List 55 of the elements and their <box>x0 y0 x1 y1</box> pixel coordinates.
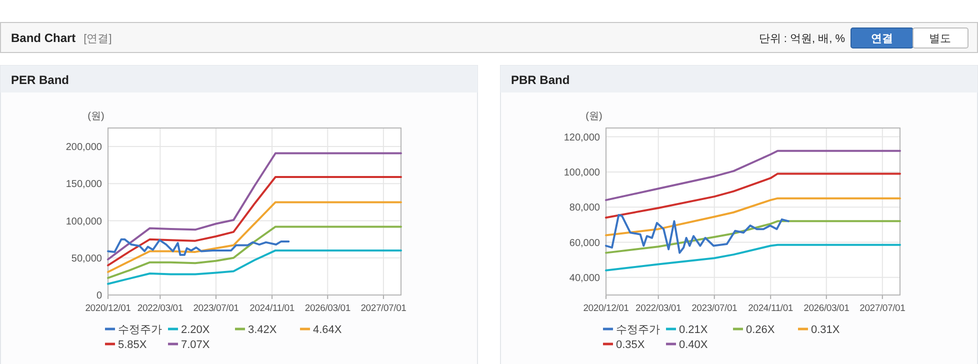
y-tick-label: 100,000 <box>66 216 102 228</box>
legend-label: 0.26X <box>746 324 776 336</box>
legend-label: 0.35X <box>616 339 646 351</box>
x-tick-label: 2020/12/01 <box>583 303 629 314</box>
y-tick-label: 60,000 <box>569 238 600 249</box>
x-tick-label: 2022/03/01 <box>636 303 682 314</box>
y-tick-label: 0 <box>96 290 102 302</box>
y-axis-title: (원) <box>88 111 104 122</box>
chart-title: PER Band <box>11 73 70 87</box>
line-series <box>605 172 901 219</box>
x-tick-label: 2026/03/01 <box>804 303 850 314</box>
line-series <box>605 197 901 236</box>
legend-label: 0.40X <box>679 339 708 351</box>
text: [연결] <box>84 33 112 45</box>
legend-label: 2.20X <box>181 324 210 336</box>
x-tick-label: 2024/11/01 <box>250 303 294 314</box>
legend-label: 4.64X <box>313 324 342 336</box>
line-series <box>107 249 402 285</box>
y-tick-label: 150,000 <box>66 179 102 190</box>
legend-label: 7.07X <box>181 339 210 351</box>
text: 단위 : 억원, 배, % <box>758 33 846 45</box>
y-tick-label: 120,000 <box>564 132 600 144</box>
line-series <box>107 201 402 273</box>
line-series <box>605 220 901 254</box>
y-tick-label: 50,000 <box>71 253 102 264</box>
legend-label: 수정주가 <box>616 324 660 336</box>
y-tick-label: 40,000 <box>569 272 600 284</box>
line-series <box>605 244 901 272</box>
chart-title: PBR Band <box>511 73 570 87</box>
y-tick-label: 200,000 <box>66 142 102 154</box>
x-tick-label: 2023/07/01 <box>692 303 738 314</box>
y-tick-label: 80,000 <box>569 202 600 214</box>
x-tick-label: 2023/07/01 <box>193 303 239 314</box>
line-series <box>605 214 790 254</box>
line-series <box>107 238 290 256</box>
x-tick-label: 2024/11/01 <box>748 303 794 314</box>
legend-label: 0.21X <box>679 324 708 336</box>
line-series <box>107 176 402 266</box>
line-series <box>605 150 901 202</box>
text: 별도 <box>929 33 951 45</box>
line-series <box>107 226 402 279</box>
legend-label: 수정주가 <box>118 324 162 336</box>
x-tick-label: 2022/03/01 <box>137 303 183 314</box>
text: Band Chart <box>11 31 76 45</box>
x-tick-label: 2027/07/01 <box>360 303 406 314</box>
legend-label: 5.85X <box>118 339 148 351</box>
x-tick-label: 2020/12/01 <box>85 303 131 314</box>
x-tick-label: 2027/07/01 <box>860 303 906 314</box>
y-tick-label: 100,000 <box>564 167 600 178</box>
legend-label: 0.31X <box>811 324 840 336</box>
line-series <box>107 152 402 260</box>
legend-label: 3.42X <box>248 324 278 336</box>
y-axis-title: (원) <box>586 111 602 122</box>
x-tick-label: 2026/03/01 <box>304 303 350 314</box>
text: 연결 <box>871 33 893 45</box>
